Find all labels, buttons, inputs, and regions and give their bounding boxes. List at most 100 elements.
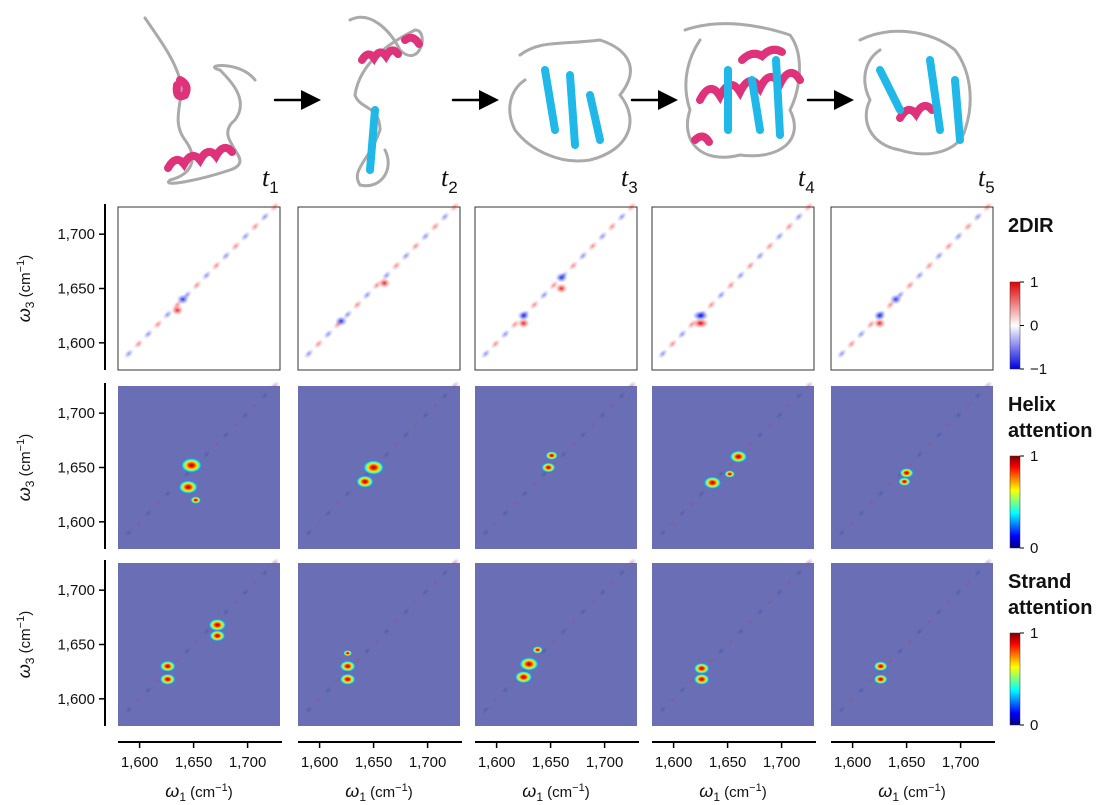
heatmap-feature xyxy=(897,477,911,487)
text-part: −1 xyxy=(395,782,408,794)
heatmap-feature xyxy=(532,646,544,654)
colorbar-tick-label: 1 xyxy=(1030,625,1038,642)
y-tick-label: 1,650 xyxy=(57,281,95,298)
colorbar-tick-label: 0 xyxy=(1030,717,1038,734)
text-part: ω xyxy=(14,487,34,501)
x-tick-label: 1,600 xyxy=(834,754,872,771)
text-part: (cm xyxy=(899,784,928,801)
time-label: t4 xyxy=(798,163,815,197)
text-part: ) xyxy=(941,784,946,801)
heatmap-feature xyxy=(177,479,199,494)
x-tick-label: 1,600 xyxy=(121,754,159,771)
text-part: ω xyxy=(699,781,713,801)
heatmap-feature xyxy=(335,316,347,326)
text-part: ) xyxy=(17,255,34,260)
panel xyxy=(652,207,814,370)
row-label: attention xyxy=(1008,597,1092,619)
text-part: 4 xyxy=(805,178,814,197)
heatmap-feature xyxy=(339,673,357,686)
heatmap-feature xyxy=(362,459,386,476)
text-part: ω xyxy=(165,781,179,801)
row-label: Strand xyxy=(1008,571,1071,593)
text-part: ω xyxy=(878,781,892,801)
text-part: ) xyxy=(17,434,34,439)
time-label: t5 xyxy=(978,163,995,197)
text-part: (cm xyxy=(17,628,34,657)
panel xyxy=(118,207,280,370)
row-label: 2DIR xyxy=(1008,215,1054,237)
text-part: (cm xyxy=(17,272,34,301)
heatmap-feature xyxy=(159,660,177,673)
protein-cartoons xyxy=(145,17,970,185)
x-tick-label: 1,700 xyxy=(763,754,801,771)
heatmap-feature xyxy=(378,278,390,288)
heatmap-feature xyxy=(693,662,711,675)
y-axis-label: ω3 (cm−1) xyxy=(14,434,37,501)
text-part: 5 xyxy=(985,178,994,197)
text-part: ω xyxy=(14,664,34,678)
x-tick-label: 1,700 xyxy=(942,754,980,771)
panel xyxy=(475,563,637,726)
x-axis-label: ω1 (cm−1) xyxy=(522,781,589,804)
text-part: −1 xyxy=(15,260,27,273)
x-axis-label: ω1 (cm−1) xyxy=(878,781,945,804)
panel xyxy=(298,563,460,726)
colorbar-tick-label: 0 xyxy=(1030,318,1038,335)
colorbar-tick-label: −1 xyxy=(1030,361,1047,378)
x-tick-label: 1,600 xyxy=(655,754,693,771)
heatmap-feature xyxy=(518,656,540,671)
heatmap-feature xyxy=(190,496,202,504)
text-part: (cm xyxy=(186,784,215,801)
x-tick-label: 1,650 xyxy=(709,754,747,771)
text-part: (cm xyxy=(366,784,395,801)
x-tick-label: 1,650 xyxy=(355,754,393,771)
heatmap-feature xyxy=(343,650,353,657)
colorbar-tick-label: 0 xyxy=(1030,540,1038,557)
y-tick-label: 1,600 xyxy=(57,514,95,531)
x-axis-label: ω1 (cm−1) xyxy=(345,781,412,804)
text-part: ω xyxy=(345,781,359,801)
heatmap-feature xyxy=(728,450,748,464)
y-tick-label: 1,600 xyxy=(57,335,95,352)
heatmap-feature xyxy=(555,273,567,283)
panel xyxy=(831,563,993,726)
heatmap-feature xyxy=(514,670,534,684)
text-part: −1 xyxy=(572,782,585,794)
panel xyxy=(118,563,280,726)
time-label: t1 xyxy=(262,163,279,197)
heatmap-feature xyxy=(518,318,530,328)
text-part: (cm xyxy=(543,784,572,801)
text-part: (cm xyxy=(720,784,749,801)
x-tick-label: 1,700 xyxy=(409,754,447,771)
y-axis-label: ω3 (cm−1) xyxy=(14,255,37,322)
heatmap-feature xyxy=(179,457,203,474)
panel xyxy=(831,386,993,549)
heatmap-feature xyxy=(693,318,709,328)
x-tick-label: 1,650 xyxy=(888,754,926,771)
text-part: ) xyxy=(585,784,590,801)
panel xyxy=(652,386,814,549)
text-part: ) xyxy=(17,611,34,616)
text-part: (cm xyxy=(17,451,34,480)
colorbar xyxy=(1010,633,1020,725)
y-tick-label: 1,700 xyxy=(57,226,95,243)
heatmap-feature xyxy=(355,475,375,489)
text-part: −1 xyxy=(15,616,27,629)
heatmap-feature xyxy=(171,305,183,315)
heatmap-feature xyxy=(874,318,886,328)
heatmap-feature xyxy=(890,294,902,304)
heatmap-feature xyxy=(702,476,722,490)
text-part: ω xyxy=(522,781,536,801)
time-label: t2 xyxy=(441,163,458,197)
panel xyxy=(831,207,993,370)
heatmap-feature xyxy=(899,467,915,478)
y-tick-label: 1,600 xyxy=(57,691,95,708)
figure: t1t2t3t4t51,6001,6501,700ω3 (cm−1)2DIR10… xyxy=(0,0,1113,805)
heatmap-feature xyxy=(873,674,889,685)
text-part: 1 xyxy=(269,178,278,197)
heatmap-feature xyxy=(208,630,226,643)
text-part: 3 xyxy=(628,178,637,197)
text-part: 2 xyxy=(448,178,457,197)
heatmap-feature xyxy=(540,462,556,473)
